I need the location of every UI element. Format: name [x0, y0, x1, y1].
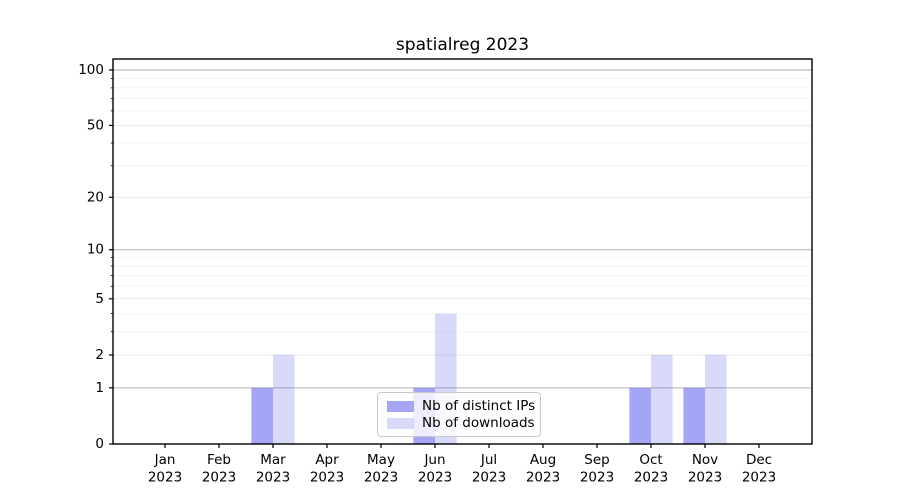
bar-distinct-ips	[251, 387, 273, 444]
chart-title: spatialreg 2023	[395, 35, 530, 55]
y-tick-label: 0	[95, 436, 104, 452]
legend-swatch-distinct-ips	[387, 400, 414, 412]
x-tick-label-month: Dec	[746, 452, 772, 468]
x-tick-label-year: 2023	[526, 470, 560, 486]
x-tick-label-year: 2023	[634, 470, 668, 486]
y-tick-label: 50	[87, 117, 104, 133]
legend-swatch-downloads	[387, 417, 414, 429]
bar-downloads	[273, 354, 295, 444]
x-tick-label-year: 2023	[580, 470, 614, 486]
x-tick-label-month: Oct	[639, 452, 662, 468]
x-tick-label-year: 2023	[202, 470, 236, 486]
y-tick-label: 20	[87, 189, 104, 205]
x-tick-label-year: 2023	[472, 470, 506, 486]
x-tick-label-year: 2023	[310, 470, 344, 486]
legend: Nb of distinct IPs Nb of downloads	[377, 392, 541, 437]
x-tick-label-year: 2023	[148, 470, 182, 486]
x-tick-label-year: 2023	[418, 470, 452, 486]
y-tick-label: 2	[95, 347, 104, 363]
legend-row-downloads: Nb of downloads	[387, 415, 535, 431]
x-tick-label-month: Nov	[692, 452, 718, 468]
x-tick-label-year: 2023	[256, 470, 290, 486]
legend-label-distinct-ips: Nb of distinct IPs	[422, 398, 536, 414]
bar-downloads	[651, 354, 673, 444]
x-tick-label-year: 2023	[742, 470, 776, 486]
bar-distinct-ips	[683, 387, 705, 444]
x-tick-label-month: Feb	[207, 452, 231, 468]
legend-label-downloads: Nb of downloads	[422, 415, 535, 431]
plot-border	[112, 58, 813, 445]
legend-row-distinct-ips: Nb of distinct IPs	[387, 398, 535, 414]
x-tick-label-month: Aug	[530, 452, 556, 468]
x-tick-label-month: Jul	[480, 452, 497, 468]
bar-downloads	[705, 354, 727, 444]
x-tick-label-month: Jun	[423, 452, 445, 468]
y-tick-label: 100	[78, 62, 104, 78]
x-tick-label-month: Mar	[260, 452, 286, 468]
x-tick-label-year: 2023	[688, 470, 722, 486]
x-tick-label-month: May	[367, 452, 395, 468]
x-tick-label-year: 2023	[364, 470, 398, 486]
bar-distinct-ips	[629, 387, 651, 444]
x-tick-label-month: Apr	[315, 452, 339, 468]
y-tick-label: 1	[95, 380, 104, 396]
x-tick-label-month: Sep	[584, 452, 609, 468]
y-tick-label: 10	[87, 242, 104, 258]
y-tick-label: 5	[95, 291, 104, 307]
x-tick-label-month: Jan	[154, 452, 176, 468]
